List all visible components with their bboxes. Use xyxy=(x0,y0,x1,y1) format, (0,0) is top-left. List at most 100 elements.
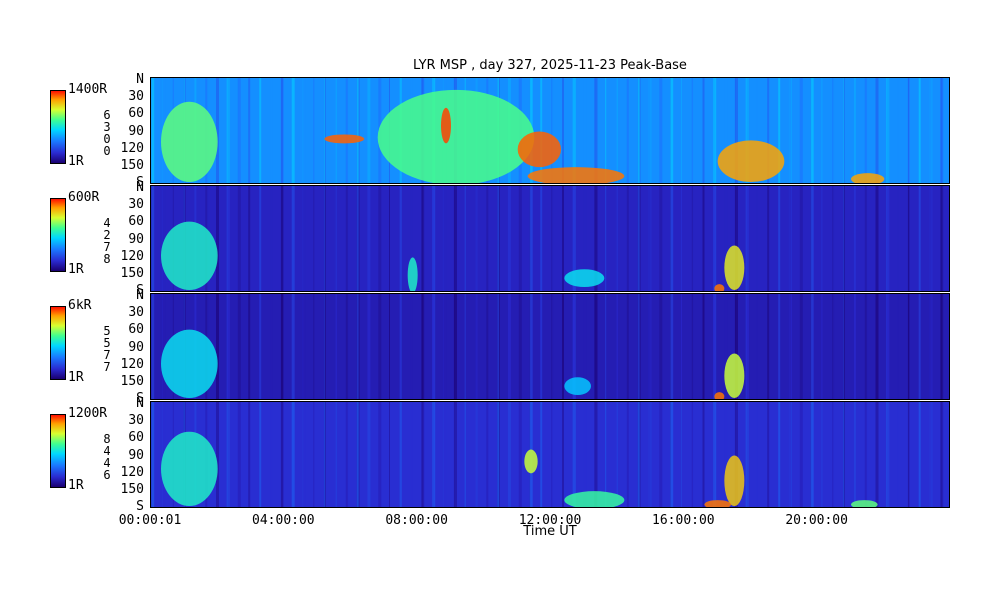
heatmap-striation xyxy=(378,186,382,291)
heatmap-striation xyxy=(745,186,749,291)
heatmap-striation xyxy=(724,294,728,399)
heatmap-striation xyxy=(335,294,337,399)
heatmap-striation xyxy=(345,78,348,183)
heatmap-striation xyxy=(324,402,326,507)
heatmap-striation xyxy=(778,294,781,399)
heatmap-striation xyxy=(248,186,250,291)
heatmap-striation xyxy=(421,294,424,399)
heatmap-bright-region xyxy=(714,284,725,291)
heatmap-striation xyxy=(237,294,241,399)
y-tick-label: 30 xyxy=(128,89,144,105)
heatmap-striation xyxy=(799,186,803,291)
y-tick-label: 90 xyxy=(128,339,144,355)
colorbar-min-label: 1R xyxy=(68,370,84,385)
colorbar xyxy=(50,198,66,272)
heatmap-striation xyxy=(908,186,909,291)
heatmap-striation xyxy=(767,78,769,183)
heatmap-striation xyxy=(367,78,371,183)
heatmap-striation xyxy=(497,402,500,507)
heatmap-striation xyxy=(345,186,348,291)
heatmap-striation xyxy=(713,186,716,291)
heatmap-striation xyxy=(291,78,295,183)
heatmap-striation xyxy=(302,78,306,183)
heatmap-striation xyxy=(270,78,273,183)
colorbar-min-label: 1R xyxy=(68,262,84,277)
heatmap-striation xyxy=(789,402,792,507)
heatmap-striation xyxy=(605,294,607,399)
heatmap-striation xyxy=(670,402,674,507)
heatmap-striation xyxy=(929,294,932,399)
heatmap-striation xyxy=(464,186,466,291)
heatmap-striation xyxy=(713,402,716,507)
heatmap-striation xyxy=(551,78,553,183)
colorbar-min-label: 1R xyxy=(68,478,84,493)
heatmap-striation xyxy=(843,186,845,291)
heatmap-striation xyxy=(626,402,629,507)
heatmap-striation xyxy=(875,294,879,399)
x-tick-label: 08:00:00 xyxy=(385,513,448,528)
heatmap-striation xyxy=(648,78,651,183)
colorbar-mid-label: 4 xyxy=(103,444,111,458)
heatmap-striation xyxy=(313,78,315,183)
colorbar-mid-label: 0 xyxy=(103,132,111,146)
heatmap-striation xyxy=(724,186,728,291)
y-tick-label: 150 xyxy=(120,265,144,281)
heatmap-bright-region xyxy=(564,269,605,288)
heatmap-striation xyxy=(605,402,607,507)
heatmap-striation xyxy=(648,294,651,399)
heatmap-striation xyxy=(518,186,522,291)
heatmap-striation xyxy=(908,78,909,183)
heatmap-striation xyxy=(507,186,511,291)
y-tick-label: 120 xyxy=(120,356,144,372)
heatmap-striation xyxy=(464,402,466,507)
heatmap-striation xyxy=(908,402,909,507)
heatmap-bright-region xyxy=(851,500,878,507)
heatmap-striation xyxy=(778,402,781,507)
y-tick-label: 90 xyxy=(128,231,144,247)
heatmap-striation xyxy=(281,186,283,291)
heatmap-striation xyxy=(648,402,651,507)
heatmap-striation xyxy=(216,402,219,507)
x-tick-label: 00:00:01 xyxy=(118,513,182,528)
heatmap-striation xyxy=(443,186,447,291)
colorbar xyxy=(50,90,66,164)
heatmap-striation xyxy=(659,186,663,291)
heatmap-striation xyxy=(659,402,663,507)
heatmap-striation xyxy=(497,186,500,291)
heatmap-bright-region xyxy=(377,89,535,183)
heatmap-striation xyxy=(270,402,273,507)
y-tick-label: 60 xyxy=(128,106,144,122)
heatmap-svg xyxy=(151,294,949,399)
colorbar-mid-label: 6 xyxy=(103,468,111,482)
y-tick-label: N xyxy=(136,72,144,87)
heatmap-striation xyxy=(637,402,640,507)
heatmap-striation xyxy=(432,294,435,399)
heatmap-striation xyxy=(940,186,943,291)
heatmap-striation xyxy=(745,78,749,183)
heatmap-striation xyxy=(324,294,326,399)
y-tick-label: 120 xyxy=(120,464,144,480)
heatmap-striation xyxy=(518,294,522,399)
heatmap-striation xyxy=(832,78,834,183)
heatmap-striation xyxy=(335,186,337,291)
heatmap-bright-region xyxy=(161,329,218,399)
heatmap-striation xyxy=(151,294,155,399)
heatmap-striation xyxy=(821,402,823,507)
heatmap-striation xyxy=(302,294,306,399)
y-tick-label: S xyxy=(136,499,144,514)
y-tick-label: 30 xyxy=(128,305,144,321)
heatmap-striation xyxy=(237,402,241,507)
heatmap-striation xyxy=(680,294,682,399)
heatmap-bright-region xyxy=(324,134,365,144)
heatmap-striation xyxy=(475,294,477,399)
heatmap-striation xyxy=(594,294,598,399)
colorbar-mid-label: 4 xyxy=(103,456,111,470)
heatmap-striation xyxy=(832,186,834,291)
heatmap-striation xyxy=(389,294,390,399)
heatmap-striation xyxy=(486,402,489,507)
heatmap-striation xyxy=(572,78,575,183)
y-tick-label: S xyxy=(136,175,144,190)
heatmap-bright-region xyxy=(564,491,625,507)
heatmap-bright-region xyxy=(564,377,591,396)
y-tick-label: 120 xyxy=(120,140,144,156)
